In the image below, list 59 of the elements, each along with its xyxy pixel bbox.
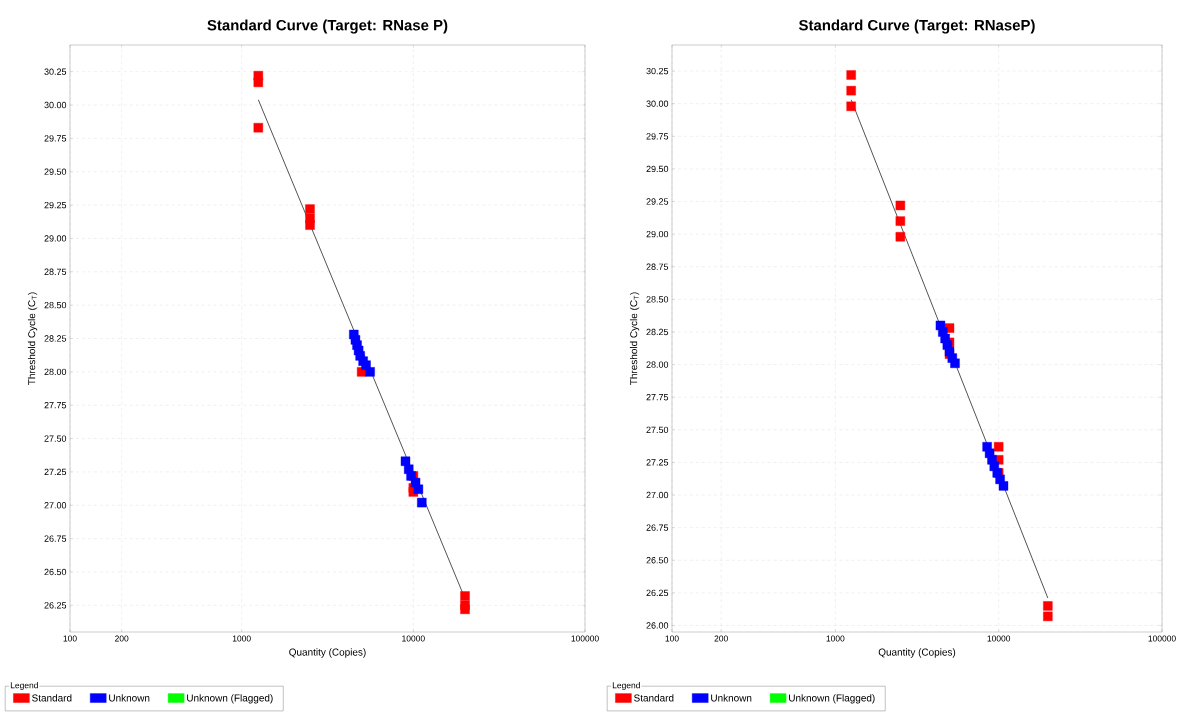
y-tick-label: 29.00: [646, 230, 669, 238]
legend-label: Standard: [32, 694, 72, 702]
y-axis-title: Threshold Cycle (C$_{T}$): [27, 292, 38, 385]
y-tick-label: 30.25: [646, 67, 669, 75]
legend-label: Unknown (Flagged): [187, 694, 273, 704]
y-tick-label: 30.25: [44, 68, 67, 75]
y-tick-label: 26.00: [646, 622, 669, 629]
legend-title: Legend: [10, 682, 38, 690]
y-tick-label: 28.75: [646, 263, 669, 270]
x-tick-label: 10000: [402, 635, 425, 642]
x-tick-label: 100: [63, 635, 77, 642]
x-tick-label: 1000: [232, 635, 251, 642]
y-tick-label: 26.50: [44, 568, 67, 576]
legend-label: Unknown: [711, 694, 752, 702]
chart-title: Standard Curve (Target: RNaseP): [798, 19, 1035, 34]
y-tick-label: 29.00: [44, 235, 67, 242]
x-tick-label: 1000: [826, 635, 845, 642]
x-tick-label: 100: [665, 635, 679, 642]
y-tick-label: 27.25: [44, 468, 67, 476]
y-tick-label: 28.75: [44, 268, 67, 275]
y-tick-label: 28.25: [44, 335, 67, 342]
y-tick-label: 30.00: [44, 101, 67, 109]
legend-label: Unknown: [109, 694, 150, 702]
x-tick-label: 200: [714, 635, 728, 642]
y-tick-label: 29.25: [646, 198, 669, 205]
legend-label: Standard: [634, 694, 674, 702]
y-tick-label: 29.75: [646, 133, 669, 140]
x-tick-label: 10000: [987, 635, 1011, 642]
y-tick-label: 28.50: [646, 296, 669, 303]
y-tick-label: 27.75: [44, 402, 67, 409]
x-tick-label: 100000: [571, 635, 599, 642]
y-tick-label: 26.50: [646, 557, 669, 564]
chart-title: Standard Curve (Target: RNase P): [207, 19, 448, 34]
y-tick-label: 27.75: [646, 394, 669, 401]
y-tick-label: 29.50: [646, 165, 669, 173]
y-tick-label: 28.00: [44, 368, 67, 376]
legend-label: Unknown (Flagged): [789, 694, 875, 704]
y-tick-label: 26.25: [646, 589, 669, 597]
x-tick-label: 200: [115, 635, 129, 642]
y-tick-label: 28.25: [646, 328, 669, 336]
x-tick-label: 100000: [1148, 635, 1176, 642]
y-tick-label: 30.00: [646, 100, 669, 107]
y-tick-label: 26.75: [44, 535, 67, 542]
y-axis-title: Threshold Cycle (C$_{T}$): [629, 292, 640, 385]
y-tick-label: 29.75: [44, 135, 67, 142]
y-tick-label: 28.50: [44, 301, 67, 309]
y-tick-label: 27.25: [646, 459, 669, 466]
y-tick-label: 27.00: [44, 502, 67, 509]
y-tick-label: 29.50: [44, 168, 67, 175]
y-tick-label: 27.50: [646, 426, 669, 433]
y-tick-label: 27.00: [646, 491, 669, 499]
y-tick-label: 28.00: [646, 361, 669, 368]
y-tick-label: 26.25: [44, 602, 67, 609]
y-tick-label: 29.25: [44, 201, 67, 209]
x-axis-title: Quantity (Copies): [878, 648, 956, 658]
y-tick-label: 26.75: [646, 524, 669, 531]
x-axis-title: Quantity (Copies): [289, 648, 366, 658]
legend-title: Legend: [612, 682, 640, 690]
y-tick-label: 27.50: [44, 435, 67, 442]
